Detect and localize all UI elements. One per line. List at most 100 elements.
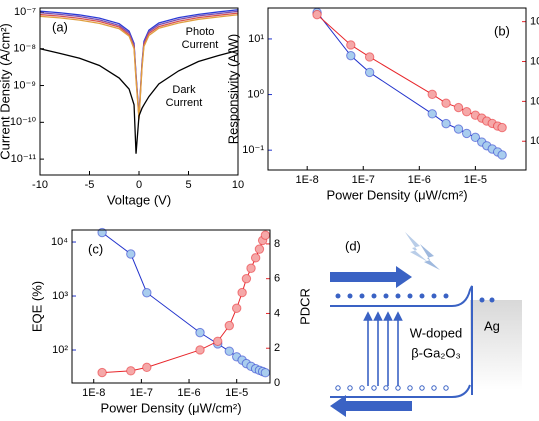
x-tick-label: 1E-7 [130, 387, 153, 399]
marker [260, 368, 271, 378]
y-tick-label: 10¹ [248, 33, 264, 45]
y2-tick-label: 10¹² [530, 55, 539, 67]
panel-d: (d) W-doped β-Ga₂O₃ Ag [330, 232, 522, 417]
marker [237, 287, 247, 298]
marker [260, 230, 271, 240]
marker [364, 67, 375, 78]
marker [241, 273, 252, 284]
excitation-arrows [363, 311, 403, 386]
marker [312, 9, 322, 20]
panel-label: (a) [52, 19, 68, 34]
y-tick-label: 10⁻⁷ [14, 6, 36, 18]
conduction-band [330, 285, 473, 395]
x-tick-label: 1E-8 [82, 387, 105, 399]
x-tick-label: 1E-7 [352, 174, 375, 186]
electrons [335, 293, 495, 303]
panel: 1E-8 1E-7 1E-6 1E-5 10² 10³ 10⁴ 0 2 4 6 8 Power Dens… [29, 227, 312, 415]
metal-label: Ag [484, 318, 500, 333]
x-axis-label: Power Density (μW/cm²) [100, 400, 241, 415]
y2-tick-label: 10¹³ [530, 16, 539, 28]
y2-tick-label: 4 [274, 307, 280, 319]
y2-tick-label: 6 [274, 273, 280, 285]
plot-frame [267, 7, 527, 171]
y-tick-label: 10⁻¹ [242, 144, 264, 156]
y-axis-label: Responsivity (A/W) [225, 34, 240, 145]
x-tick-label: 10 [232, 179, 244, 191]
y2-tick-label: 2 [274, 342, 280, 354]
y-axis-label: Current Density (A/cm²) [0, 23, 12, 160]
x-tick-label: 1E-5 [225, 387, 248, 399]
y-tick-label: 10⁰ [247, 88, 264, 100]
y-tick-label: 10³ [52, 290, 68, 302]
marker [497, 150, 507, 160]
panel-label: (c) [88, 241, 103, 256]
marker [246, 263, 256, 273]
marker [461, 128, 472, 139]
x-tick-label: 1E-8 [296, 174, 319, 186]
y-tick-label: 10⁻⁸ [13, 43, 36, 55]
marker [470, 132, 481, 143]
marker [427, 109, 437, 119]
marker [250, 253, 261, 263]
marker [346, 40, 356, 50]
annotation: Dark [172, 84, 196, 96]
marker [427, 89, 437, 100]
marker [231, 303, 242, 313]
x-tick-label: -5 [85, 179, 95, 191]
marker [224, 320, 235, 331]
x-tick-label: 0 [136, 179, 142, 191]
light-bolt [405, 232, 428, 262]
x-axis-label: Voltage (V) [107, 192, 171, 207]
y-tick-label: 10⁻¹¹ [11, 153, 37, 165]
x-tick-label: 1E-5 [464, 174, 487, 186]
marker [126, 366, 136, 376]
ag-region [470, 300, 522, 390]
holes [335, 385, 449, 391]
y-axis-label: EQE (%) [29, 281, 44, 332]
y2-tick-label: 8 [274, 238, 280, 250]
marker [461, 107, 472, 117]
x-tick-label: 1E-6 [408, 174, 431, 186]
material-label: W-doped [410, 325, 463, 340]
marker [364, 52, 375, 62]
marker [224, 346, 235, 356]
y-tick-label: 10⁻⁹ [13, 79, 36, 91]
marker [126, 249, 136, 259]
marker [142, 288, 152, 298]
marker [453, 124, 464, 134]
marker [195, 345, 205, 355]
marker [142, 362, 152, 373]
x-axis-label: Power Density (μW/cm²) [326, 187, 467, 202]
marker [346, 50, 356, 61]
y2-axis-label: PDCR [297, 288, 312, 325]
x-tick-label: 1E-6 [177, 387, 200, 399]
plot-frame [39, 7, 239, 176]
y-tick-label: 10⁴ [51, 236, 68, 248]
light-bolt [420, 244, 440, 270]
annotation: Current [182, 39, 219, 51]
marker [213, 336, 223, 346]
series-line [39, 48, 239, 154]
marker [97, 367, 107, 378]
y2-tick-label: 0 [274, 377, 280, 389]
marker [441, 118, 451, 129]
panel: -10 -5 0 5 10 10⁻¹¹ 10⁻¹⁰ 10⁻⁹ 10⁻⁸ 10⁻⁷ Voltage (… [0, 6, 244, 208]
plot-frame [71, 229, 271, 384]
electron-arrow [330, 266, 412, 288]
annotation: Photo [186, 26, 215, 38]
annotation: Current [166, 97, 203, 109]
marker [453, 102, 464, 113]
valence-band [330, 384, 471, 398]
hole-arrow [330, 395, 412, 417]
marker [254, 244, 265, 254]
x-tick-label: -10 [32, 179, 48, 191]
material-label: β-Ga₂O₃ [411, 345, 461, 360]
panel-label: (b) [494, 23, 510, 38]
marker [195, 327, 205, 338]
y-tick-label: 10⁻¹⁰ [10, 116, 37, 128]
y-tick-label: 10² [52, 344, 68, 356]
